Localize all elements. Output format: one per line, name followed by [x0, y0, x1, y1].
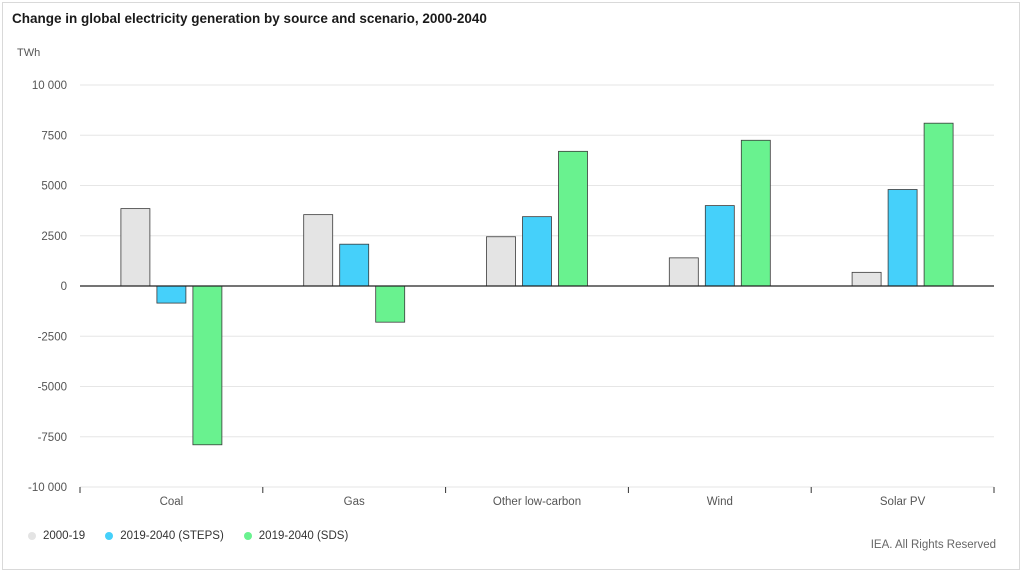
- x-tick-label: Other low-carbon: [493, 496, 581, 508]
- bar-1-2: [375, 285, 406, 323]
- bar-2-2: [558, 150, 588, 287]
- x-tick-label: Gas: [344, 496, 365, 508]
- legend-item-steps[interactable]: 2019-2040 (STEPS): [105, 530, 224, 542]
- legend-label-sds: 2019-2040 (SDS): [258, 530, 349, 542]
- bar-3-2: [740, 139, 771, 287]
- legend-label-2000-19: 2000-19: [43, 530, 86, 542]
- legend-item-2000-19[interactable]: 2000-19: [28, 530, 85, 542]
- legend-swatch-sds: [243, 532, 252, 540]
- x-tick-label: Solar PV: [880, 496, 926, 508]
- bar-3-1: [704, 205, 735, 287]
- y-tick-label: -5000: [38, 382, 67, 394]
- bar-2-1: [522, 216, 552, 287]
- y-tick-label: 2500: [41, 231, 67, 243]
- y-tick-label: -7500: [38, 432, 67, 444]
- bar-3-0: [668, 257, 699, 287]
- x-tick-label: Coal: [160, 496, 184, 508]
- y-tick-label: -10 000: [28, 482, 67, 494]
- y-tick-label: 0: [61, 281, 67, 293]
- bar-1-0: [303, 214, 334, 287]
- legend-swatch-2000-19: [28, 532, 36, 540]
- y-tick-label: 7500: [41, 130, 67, 142]
- y-tick-label: 5000: [41, 181, 67, 193]
- y-tick-label: -2500: [38, 331, 67, 343]
- legend: 2000-19 2019-2040 (STEPS) 2019-2040 (SDS…: [28, 530, 348, 542]
- bar-0-1: [156, 285, 187, 304]
- x-tick-label: Wind: [707, 496, 733, 508]
- bar-4-2: [923, 122, 954, 287]
- bar-4-0: [851, 271, 882, 287]
- legend-swatch-steps: [105, 532, 114, 540]
- chart-title: Change in global electricity generation …: [12, 11, 487, 26]
- copyright-notice: IEA. All Rights Reserved: [870, 539, 996, 551]
- bar-4-1: [887, 189, 918, 287]
- bar-1-1: [339, 243, 370, 287]
- legend-label-steps: 2019-2040 (STEPS): [120, 530, 224, 542]
- bar-0-2: [192, 285, 223, 446]
- y-tick-label: 10 000: [32, 80, 67, 92]
- bar-2-0: [486, 236, 516, 287]
- y-axis-unit-label: TWh: [17, 47, 40, 59]
- legend-item-sds[interactable]: 2019-2040 (SDS): [243, 530, 349, 542]
- bar-0-0: [120, 208, 151, 287]
